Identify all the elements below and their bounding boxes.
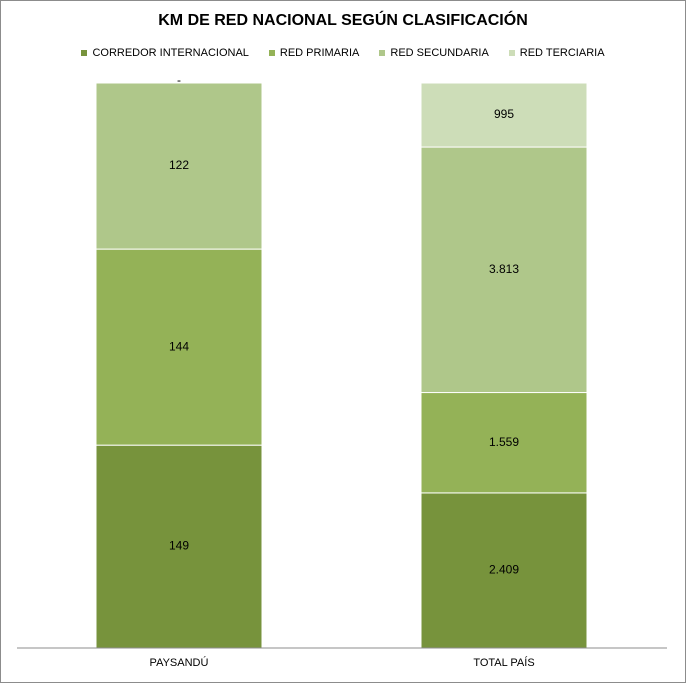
bar-segment — [95, 248, 263, 446]
legend-label: RED PRIMARIA — [279, 47, 360, 59]
data-label: - — [177, 73, 181, 87]
legend-entry-red-primaria: RED PRIMARIA — [268, 47, 360, 59]
legend-entry-corredor-internacional: CORREDOR INTERNACIONAL — [81, 47, 249, 59]
legend-label: RED SECUNDARIA — [390, 47, 489, 59]
legend-entry-red-secundaria: RED SECUNDARIA — [379, 47, 489, 59]
data-label: 995 — [494, 107, 514, 121]
data-label: 1.559 — [489, 435, 519, 449]
data-label: 122 — [169, 158, 189, 172]
legend-label: CORREDOR INTERNACIONAL — [92, 47, 249, 59]
bar-segment — [420, 392, 588, 494]
legend-entry-red-terciaria: RED TERCIARIA — [508, 47, 605, 59]
legend-swatch — [379, 50, 386, 56]
legend: CORREDOR INTERNACIONAL RED PRIMARIA RED … — [1, 47, 685, 59]
legend-swatch — [508, 50, 515, 56]
chart-title: KM DE RED NACIONAL SEGÚN CLASIFICACIÓN — [158, 12, 528, 29]
data-label: 149 — [169, 539, 189, 553]
legend-swatch — [268, 50, 275, 56]
category-label: TOTAL PAÍS — [473, 656, 534, 669]
legend-label: RED TERCIARIA — [519, 47, 605, 59]
bar-segment — [420, 82, 588, 148]
data-label: 144 — [169, 339, 189, 353]
bar-segment — [95, 82, 263, 250]
category-label: PAYSANDÚ — [150, 656, 209, 669]
data-label: 3.813 — [489, 262, 519, 276]
data-label: 2.409 — [489, 563, 519, 577]
bar-segment — [420, 492, 588, 649]
legend-swatch — [81, 50, 88, 56]
bar-segment — [420, 146, 588, 394]
